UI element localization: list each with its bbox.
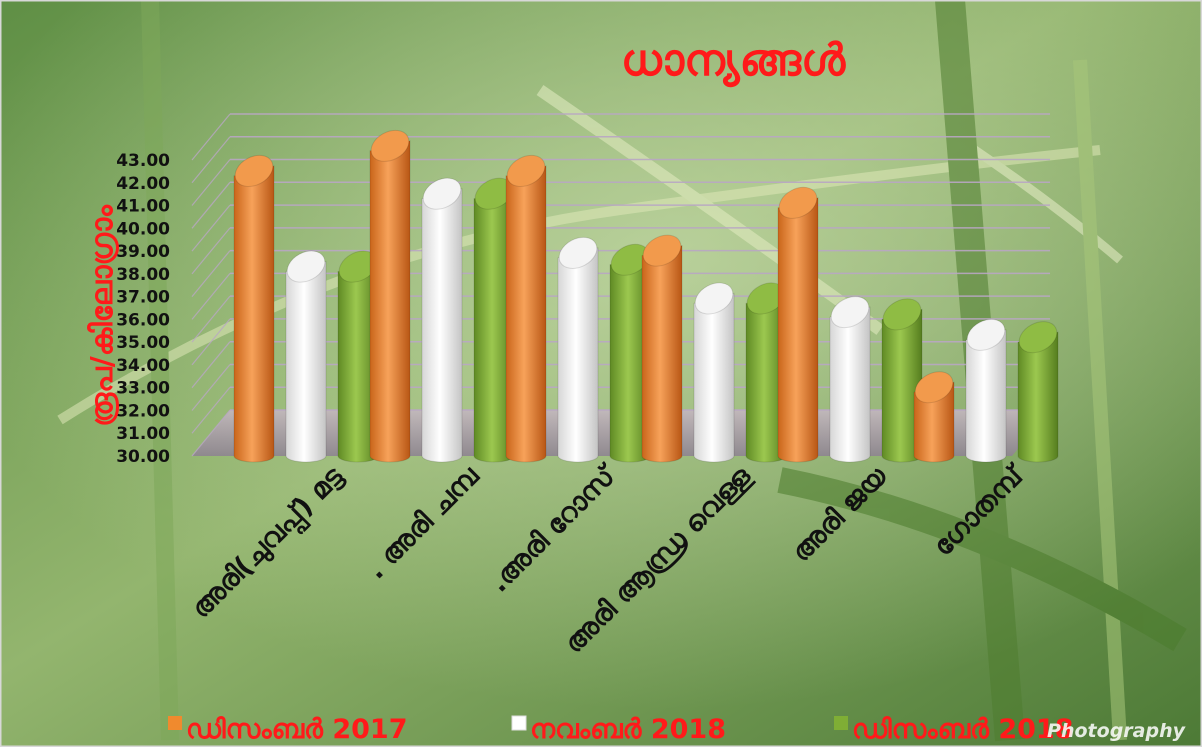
bar	[421, 177, 463, 463]
bar	[777, 186, 819, 463]
bar	[913, 371, 955, 463]
legend-label: നവംബർ 2018	[530, 714, 726, 745]
gridline-side	[191, 341, 231, 389]
bar	[693, 282, 735, 463]
gridline-side	[191, 159, 231, 206]
bar	[1017, 321, 1059, 463]
gridline-side	[191, 386, 231, 434]
gridline-side	[191, 409, 231, 457]
bar	[233, 154, 275, 463]
gridline-side	[191, 318, 231, 366]
gridline-side	[191, 295, 231, 343]
y-tick-label: 35.00	[116, 333, 170, 353]
y-tick-label: 41.00	[116, 197, 170, 217]
legend-label: ഡിസംബർ 2018	[852, 714, 1074, 745]
bar	[557, 236, 599, 463]
y-tick-label: 43.00	[116, 151, 170, 171]
gridline-side	[191, 273, 231, 320]
bar	[829, 296, 871, 463]
y-tick-label: 33.00	[116, 379, 170, 399]
gridline-side	[191, 181, 231, 229]
y-axis-label: രൂപ/കിലോഗ്രാം	[85, 204, 120, 427]
y-tick-label: 34.00	[116, 356, 170, 376]
y-tick-label: 37.00	[116, 288, 170, 308]
legend-swatch	[834, 716, 848, 730]
bar	[285, 250, 327, 463]
bar	[337, 250, 379, 463]
legend-swatch	[511, 715, 527, 731]
bar	[965, 318, 1007, 463]
y-tick-label: 38.00	[116, 265, 170, 285]
gridline-side	[191, 250, 231, 297]
gridline-side	[191, 113, 231, 161]
background-rice-stalks	[57, 0, 1187, 742]
bar	[505, 154, 547, 463]
y-tick-label: 39.00	[116, 242, 170, 262]
bar	[609, 243, 651, 463]
y-tick-label: 32.00	[116, 401, 170, 421]
y-tick-label: 31.00	[116, 424, 170, 444]
gridline-side	[191, 364, 231, 411]
bar-series	[233, 129, 1059, 463]
gridline-side	[191, 227, 231, 275]
bar	[745, 282, 787, 463]
chart-title: ധാന്യങ്ങൾ	[621, 35, 846, 87]
legend-swatch	[168, 716, 182, 730]
legend-label: ഡിസംബർ 2017	[186, 714, 408, 745]
y-tick-label: 36.00	[116, 310, 170, 330]
y-tick-label: 40.00	[116, 219, 170, 239]
legend: ഡിസംബർ 2017 നവംബർ 2018 ഡിസംബർ 2018	[168, 714, 1074, 745]
watermark: Photography	[1047, 720, 1187, 742]
gridline-side	[191, 204, 231, 252]
bar	[641, 234, 683, 463]
bar	[369, 129, 411, 463]
y-tick-label: 30.00	[116, 447, 170, 467]
y-tick-label: 42.00	[116, 174, 170, 194]
bar	[473, 177, 515, 463]
gridline-side	[191, 136, 231, 184]
